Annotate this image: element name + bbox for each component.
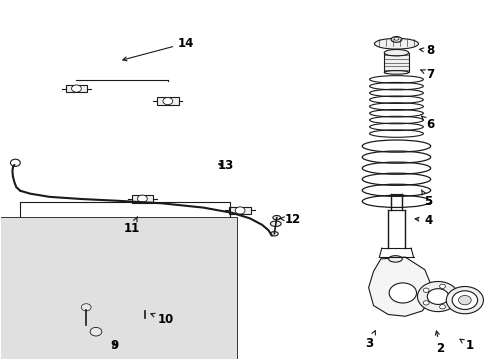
Polygon shape (384, 53, 409, 72)
Ellipse shape (270, 231, 278, 236)
Ellipse shape (391, 37, 402, 42)
Polygon shape (368, 257, 432, 316)
Circle shape (72, 85, 81, 92)
Text: 3: 3 (366, 330, 375, 350)
Ellipse shape (141, 318, 149, 321)
Text: 13: 13 (218, 159, 234, 172)
Circle shape (417, 282, 459, 312)
Circle shape (90, 327, 102, 336)
Circle shape (81, 304, 91, 311)
Ellipse shape (384, 49, 409, 56)
Ellipse shape (270, 221, 281, 226)
Bar (66, 85, 87, 93)
Text: 14: 14 (123, 36, 195, 61)
Circle shape (138, 195, 147, 202)
Text: 5: 5 (421, 190, 432, 208)
Text: 9: 9 (110, 339, 119, 352)
Circle shape (446, 287, 484, 314)
Ellipse shape (394, 37, 399, 40)
Text: 1: 1 (460, 339, 474, 352)
Circle shape (440, 305, 445, 309)
Circle shape (235, 207, 245, 214)
Circle shape (423, 301, 429, 305)
Ellipse shape (374, 39, 418, 49)
Circle shape (459, 296, 471, 305)
Text: 8: 8 (420, 44, 435, 57)
Text: 10: 10 (151, 312, 174, 326)
Ellipse shape (273, 216, 281, 220)
Bar (157, 97, 178, 105)
Circle shape (440, 284, 445, 288)
Circle shape (163, 98, 172, 105)
Circle shape (423, 288, 429, 292)
Circle shape (67, 242, 94, 262)
Ellipse shape (389, 256, 402, 262)
Bar (132, 195, 153, 203)
Text: 6: 6 (421, 116, 435, 131)
Circle shape (452, 291, 478, 310)
FancyBboxPatch shape (0, 217, 237, 360)
Circle shape (389, 283, 416, 303)
Text: 7: 7 (421, 68, 435, 81)
Text: 12: 12 (279, 213, 301, 226)
Text: 2: 2 (436, 331, 444, 355)
Ellipse shape (384, 71, 409, 74)
Circle shape (427, 289, 449, 305)
Text: 4: 4 (415, 214, 432, 227)
Text: 11: 11 (123, 217, 140, 235)
Bar (229, 207, 251, 215)
Circle shape (141, 301, 149, 307)
Circle shape (135, 297, 155, 311)
Bar (20, 202, 230, 341)
Circle shape (74, 247, 87, 257)
Circle shape (450, 294, 456, 299)
Polygon shape (69, 232, 174, 292)
